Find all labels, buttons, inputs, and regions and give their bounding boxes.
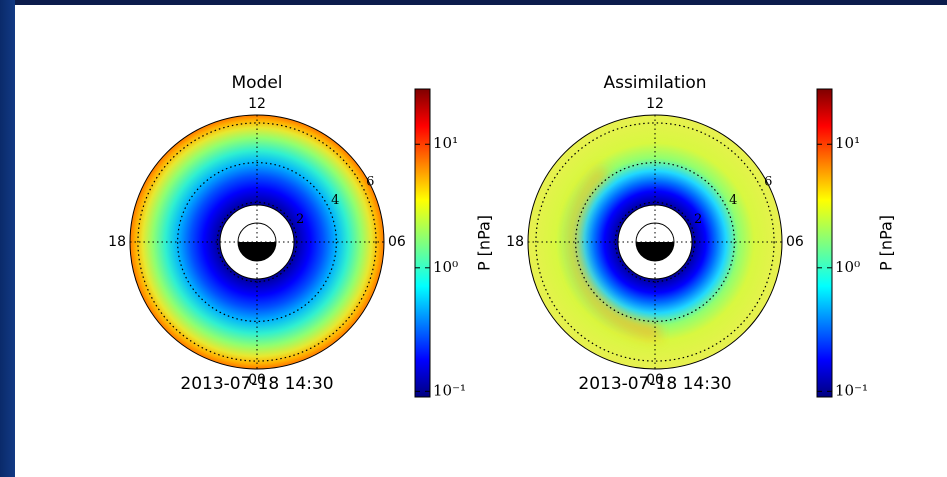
grid-circle <box>216 201 298 283</box>
r-tick-label: 2 <box>296 212 304 227</box>
colorbar-tick-label: 10⁻¹ <box>835 381 868 399</box>
colorbar-tick-label: 10⁰ <box>433 258 458 276</box>
timestamp: 2013-07-18 14:30 <box>180 374 333 394</box>
r-tick-label: 4 <box>331 193 339 208</box>
chart-title: Assimilation <box>603 73 706 93</box>
r-tick-label: 4 <box>729 193 737 208</box>
colorbar-tick-label: 10¹ <box>433 134 458 152</box>
colorbar-label: P [nPa] <box>475 215 494 271</box>
chart-title: Model <box>231 73 282 93</box>
colorbar-tick-label: 10¹ <box>835 134 860 152</box>
grid-circle <box>575 162 735 322</box>
earth-night <box>238 242 276 261</box>
earth <box>635 222 675 262</box>
theta-label: 18 <box>506 234 524 250</box>
pressure-crescent <box>568 167 660 340</box>
theta-label: 00 <box>248 372 266 388</box>
earth <box>237 222 277 262</box>
theta-label: 12 <box>248 96 266 112</box>
grid-circle <box>614 201 696 283</box>
colorbar-label: P [nPa] <box>877 215 896 271</box>
theta-label: 06 <box>388 234 406 250</box>
grid-circle <box>177 162 337 322</box>
timestamp: 2013-07-18 14:30 <box>578 374 731 394</box>
colorbar <box>414 88 431 398</box>
earth-night <box>636 242 674 261</box>
r-tick-label: 2 <box>694 212 702 227</box>
theta-label: 00 <box>646 372 664 388</box>
colorbar-tick-label: 10⁻¹ <box>433 381 466 399</box>
grid-circle <box>137 122 377 362</box>
grid-circle <box>535 122 775 362</box>
colorbar <box>816 88 833 398</box>
colorbar-tick-label: 10⁰ <box>835 258 860 276</box>
figure: 2 4 6 12 06 00 18 Model 2013-07-18 14:30 10⁻¹ 10⁰ 1… <box>15 5 947 477</box>
theta-label: 12 <box>646 96 664 112</box>
theta-label: 06 <box>786 234 804 250</box>
r-tick-label: 6 <box>764 175 772 190</box>
r-tick-label: 6 <box>366 175 374 190</box>
theta-label: 18 <box>108 234 126 250</box>
